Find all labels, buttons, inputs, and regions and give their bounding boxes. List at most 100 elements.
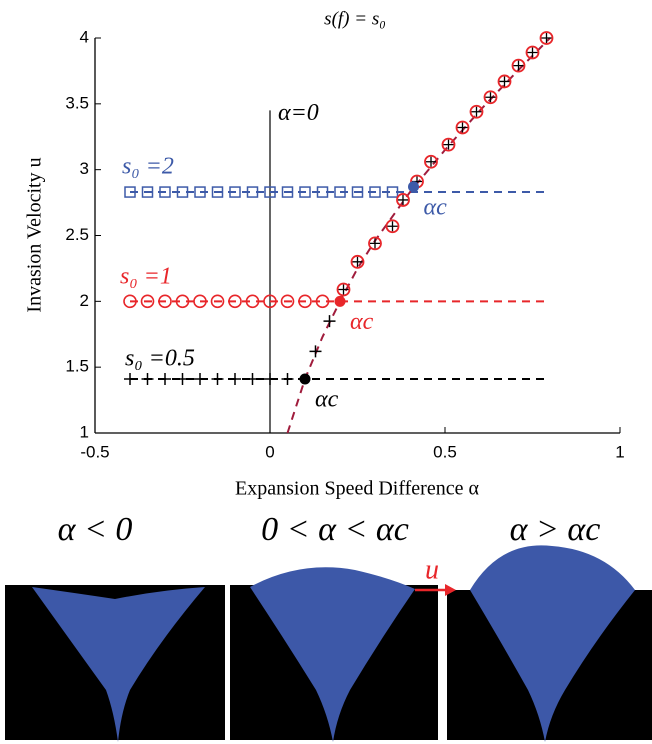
square-marker xyxy=(351,186,364,198)
circle-plus-marker xyxy=(385,219,400,234)
critical-label: αc xyxy=(424,194,448,220)
y-tick-label: 3.5 xyxy=(65,93,89,112)
panel-caption: 0 < α < αc xyxy=(261,511,409,548)
square-marker xyxy=(124,186,136,198)
plus-part xyxy=(398,194,408,205)
x-tick-label: 0 xyxy=(265,442,274,461)
circle-plus-marker xyxy=(350,254,365,269)
circle-marker xyxy=(315,294,330,309)
circle-marker xyxy=(263,294,277,309)
circle-part xyxy=(396,193,410,207)
plus-part xyxy=(513,60,524,71)
circle-plus-marker xyxy=(336,282,351,297)
square-marker xyxy=(159,186,171,198)
panel-caption: α < 0 xyxy=(58,511,133,548)
plus-part xyxy=(541,33,552,43)
circle-plus-marker xyxy=(539,31,554,45)
panel-3 xyxy=(447,545,652,742)
circle-plus-marker xyxy=(497,74,512,89)
circle-plus-marker xyxy=(441,137,456,152)
dashed-line xyxy=(286,37,551,434)
circle-marker xyxy=(193,294,207,309)
circle-plus-marker xyxy=(483,90,498,105)
circle-part xyxy=(497,74,512,89)
square-marker xyxy=(194,186,206,198)
square-marker xyxy=(281,186,294,198)
circle-part xyxy=(469,104,484,119)
circle-part xyxy=(368,236,382,251)
velocity-arrow xyxy=(415,584,456,596)
circle-plus-marker xyxy=(424,154,438,169)
plus-part xyxy=(527,47,538,58)
y-tick-label: 2 xyxy=(80,291,89,310)
x-tick-label: 0.5 xyxy=(433,442,457,461)
circle-marker xyxy=(158,294,172,309)
arrow-label: u xyxy=(425,554,439,585)
circle-plus-marker xyxy=(455,120,470,135)
plus-marker xyxy=(246,373,259,386)
square-marker xyxy=(316,186,329,198)
circle-part xyxy=(441,137,456,152)
x-tick-label: 1 xyxy=(615,442,624,461)
circle-plus-marker xyxy=(396,193,410,207)
circle-part xyxy=(455,120,470,135)
plus-marker xyxy=(176,373,189,386)
circle-plus-marker xyxy=(511,58,526,73)
circle-marker xyxy=(228,294,242,309)
y-tick-label: 1 xyxy=(80,422,89,441)
circle-plus-marker xyxy=(368,236,382,251)
circle-part xyxy=(385,219,400,234)
x-axis-label: Expansion Speed Difference α xyxy=(235,478,479,500)
plus-part xyxy=(485,92,496,103)
chart-title: s(f) = s₀ xyxy=(324,8,386,29)
plus-marker xyxy=(229,373,241,386)
critical-label: αc xyxy=(315,387,339,413)
circle-plus-marker xyxy=(469,104,484,119)
plus-part xyxy=(443,139,454,150)
plus-marker xyxy=(141,373,154,386)
series-label: s₀ =2 xyxy=(122,154,174,180)
panel-2 xyxy=(230,567,438,742)
plus-part xyxy=(387,221,398,232)
circle-plus-marker xyxy=(525,45,540,60)
plus-marker xyxy=(159,373,171,386)
series-label: s₀ =1 xyxy=(120,264,172,290)
square-marker xyxy=(141,186,154,198)
circle-part xyxy=(424,154,438,169)
circle-part xyxy=(539,31,554,45)
circle-marker xyxy=(123,294,137,309)
y-axis-label: Invasion Velocity u xyxy=(24,157,46,312)
plus-part xyxy=(471,106,482,117)
circle-part xyxy=(483,90,498,105)
reference-label: α=0 xyxy=(278,100,319,126)
plus-part xyxy=(426,156,436,167)
panel-1 xyxy=(5,585,225,742)
plus-marker xyxy=(323,315,336,328)
plus-marker xyxy=(264,373,276,386)
square-marker xyxy=(211,186,224,198)
circle-marker xyxy=(280,294,295,309)
plus-part xyxy=(457,122,468,133)
plus-marker xyxy=(281,373,294,386)
circle-part xyxy=(511,58,526,73)
plus-marker xyxy=(194,373,206,386)
circle-part xyxy=(350,254,365,269)
square-marker xyxy=(386,186,399,198)
y-tick-label: 4 xyxy=(80,27,89,46)
square-marker xyxy=(299,186,311,198)
circle-marker xyxy=(175,294,190,309)
plus-marker xyxy=(211,373,224,386)
y-tick-label: 1.5 xyxy=(65,357,89,376)
circle-part xyxy=(525,45,540,60)
square-marker xyxy=(264,186,276,198)
critical-point xyxy=(408,181,419,193)
circle-marker xyxy=(210,294,225,309)
circle-part xyxy=(336,282,351,297)
square-marker xyxy=(246,186,259,198)
plus-part xyxy=(499,76,510,87)
series-label: s₀ =0.5 xyxy=(125,346,195,372)
panel-caption: α > αc xyxy=(510,511,601,548)
critical-label: αc xyxy=(350,309,374,335)
plus-part xyxy=(338,284,349,295)
